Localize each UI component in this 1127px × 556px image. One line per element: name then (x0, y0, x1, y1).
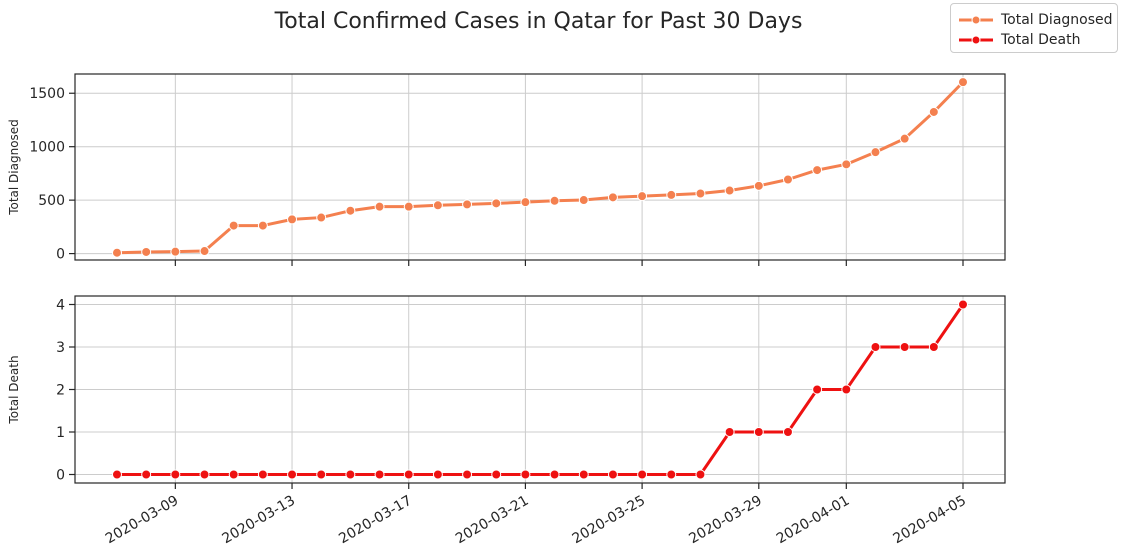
data-point (841, 159, 852, 170)
data-point (666, 189, 677, 200)
x-tick-label: 2020-03-13 (220, 493, 298, 548)
y-tick-label: 1000 (29, 140, 65, 156)
data-point (257, 220, 268, 231)
series-line (116, 81, 965, 255)
data-point (345, 469, 356, 480)
data-point (432, 469, 443, 480)
y-tick-label: 1 (56, 425, 65, 441)
data-point (403, 201, 414, 212)
y-tick-label: 3 (56, 340, 65, 356)
data-point (199, 246, 210, 257)
data-point (170, 469, 181, 480)
chart-title: Total Confirmed Cases in Qatar for Past … (274, 9, 803, 34)
data-point (141, 246, 152, 257)
y-axis-label: Total Death (7, 355, 21, 424)
data-point (928, 342, 939, 352)
data-point (141, 469, 152, 480)
data-point (578, 469, 589, 480)
legend-item-diagnosed: Total Diagnosed (957, 10, 1113, 30)
data-point (899, 342, 910, 352)
data-point (345, 205, 356, 216)
data-point (549, 469, 560, 480)
data-point (112, 469, 122, 480)
y-tick-label: 0 (56, 468, 65, 484)
y-tick-label: 4 (56, 298, 65, 314)
data-point (607, 192, 618, 203)
data-point (228, 469, 239, 480)
data-point (695, 188, 706, 199)
data-point (462, 199, 473, 210)
data-point (753, 427, 764, 437)
x-tick-label: 2020-03-29 (686, 493, 764, 548)
x-tick-label: 2020-03-21 (453, 493, 531, 548)
data-point (724, 185, 735, 196)
y-tick-label: 2 (56, 383, 65, 399)
y-tick-label: 1500 (29, 86, 65, 102)
x-tick-label: 2020-03-17 (336, 493, 414, 548)
y-axis-label: Total Diagnosed (7, 119, 21, 216)
data-point (491, 469, 502, 480)
y-tick-label: 0 (56, 247, 65, 263)
legend: Total Diagnosed Total Death (950, 3, 1118, 53)
legend-swatch-diagnosed (959, 15, 993, 25)
data-point (199, 469, 210, 480)
data-point (316, 212, 327, 223)
data-point (753, 180, 764, 191)
data-point (812, 165, 823, 176)
x-tick-label: 2020-03-09 (103, 493, 181, 548)
data-point (958, 299, 968, 310)
data-point (112, 247, 122, 258)
plot-frame (74, 73, 1006, 261)
data-point (782, 174, 793, 185)
data-point (549, 195, 560, 206)
legend-label-death: Total Death (1001, 32, 1081, 48)
data-point (520, 469, 531, 480)
legend-item-death: Total Death (957, 30, 1080, 50)
data-point (724, 427, 735, 437)
data-point (432, 200, 443, 211)
data-point (870, 147, 881, 158)
data-point (637, 191, 648, 202)
data-point (841, 384, 852, 395)
x-tick-label: 2020-04-05 (891, 493, 969, 548)
data-point (899, 133, 910, 144)
data-point (316, 469, 327, 480)
data-point (170, 246, 181, 257)
data-point (812, 384, 823, 395)
data-point (928, 106, 939, 117)
data-point (374, 469, 385, 480)
data-point (403, 469, 414, 480)
data-point (958, 77, 968, 88)
data-point (287, 214, 298, 225)
data-point (257, 469, 268, 480)
x-tick-label: 2020-04-01 (774, 493, 852, 548)
legend-swatch-death (959, 35, 993, 45)
data-point (782, 427, 793, 437)
data-point (374, 201, 385, 212)
data-point (870, 342, 881, 352)
x-tick-label: 2020-03-25 (570, 493, 648, 548)
data-point (666, 469, 677, 480)
data-point (578, 195, 589, 206)
data-point (637, 469, 648, 480)
y-tick-label: 500 (38, 193, 65, 209)
data-point (520, 197, 531, 208)
data-point (287, 469, 298, 480)
data-point (607, 469, 618, 480)
legend-label-diagnosed: Total Diagnosed (1001, 12, 1113, 28)
data-point (491, 198, 502, 209)
data-point (462, 469, 473, 480)
plot-frame (74, 295, 1006, 484)
data-point (228, 220, 239, 231)
data-point (695, 469, 706, 480)
